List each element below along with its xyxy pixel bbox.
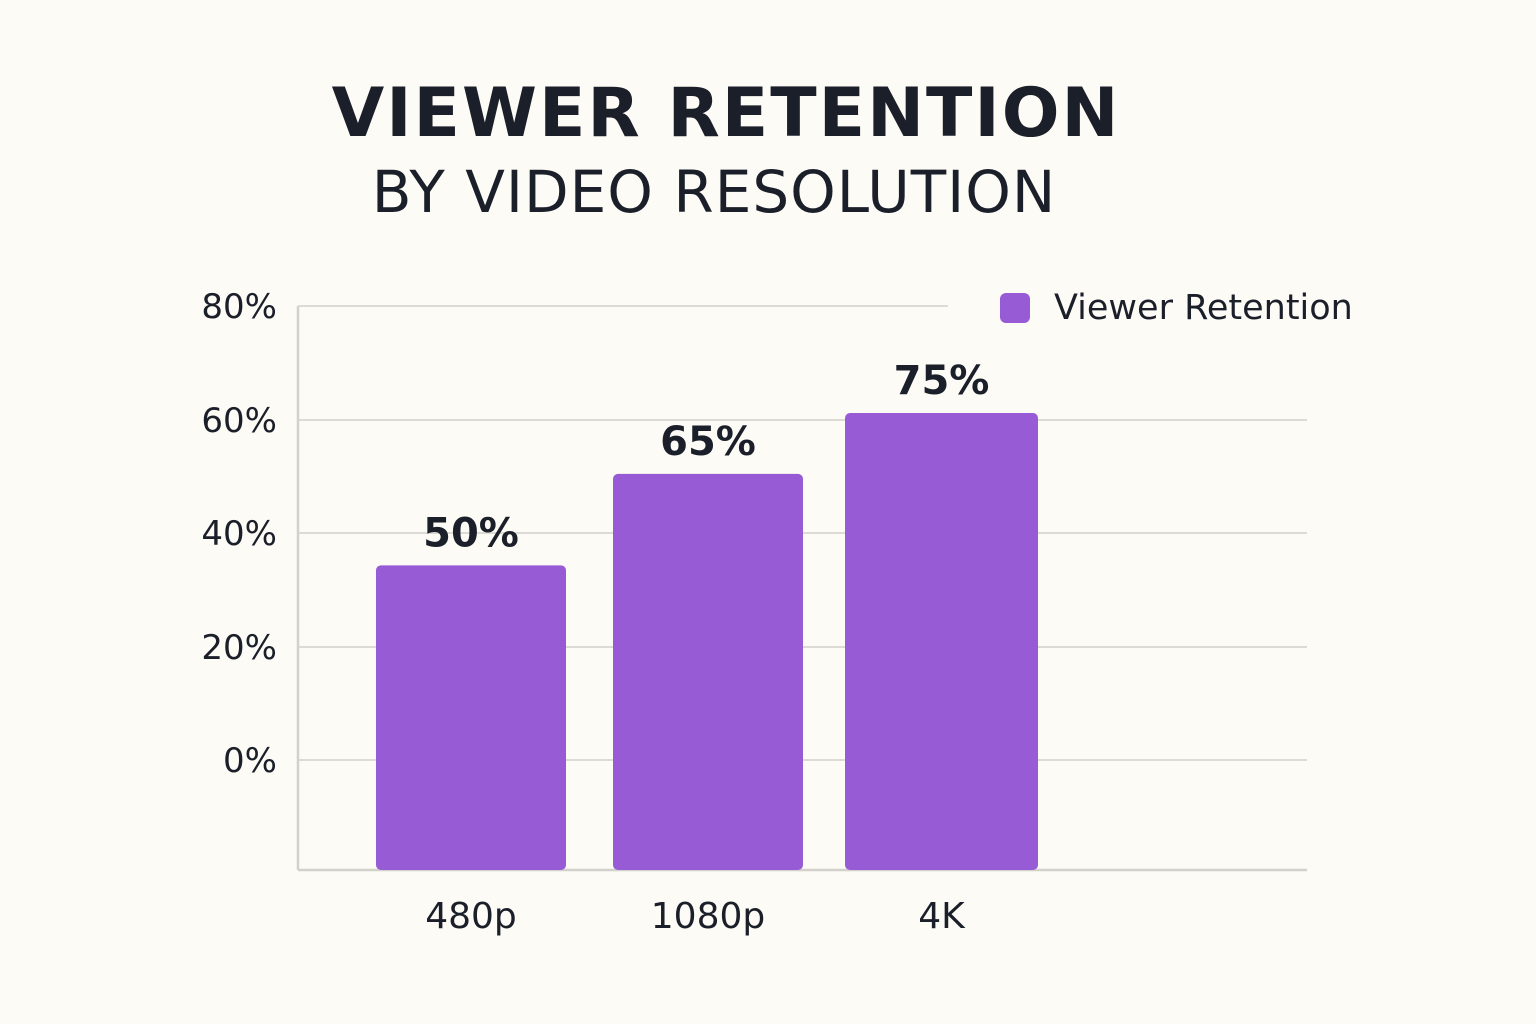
data-label: 65% — [660, 419, 756, 465]
bar — [613, 473, 803, 870]
bar — [845, 413, 1038, 870]
legend-label: Viewer Retention — [1054, 288, 1353, 328]
legend: Viewer Retention — [1000, 286, 1353, 330]
y-tick-label: 60% — [201, 401, 277, 441]
y-tick-label: 20% — [201, 628, 277, 668]
legend-swatch — [1000, 293, 1030, 323]
y-tick-label: 40% — [201, 514, 277, 554]
x-tick-label: 4K — [918, 896, 966, 937]
bar — [376, 565, 566, 870]
y-tick-label: 80% — [201, 287, 277, 327]
data-label: 75% — [894, 358, 990, 404]
y-tick-label: 0% — [223, 741, 277, 781]
x-tick-label: 480p — [425, 896, 517, 937]
x-tick-label: 1080p — [651, 896, 765, 937]
chart-title: VIEWER RETENTION — [331, 74, 1121, 153]
chart-subtitle: BY VIDEO RESOLUTION — [371, 158, 1057, 226]
data-label: 50% — [423, 510, 519, 556]
